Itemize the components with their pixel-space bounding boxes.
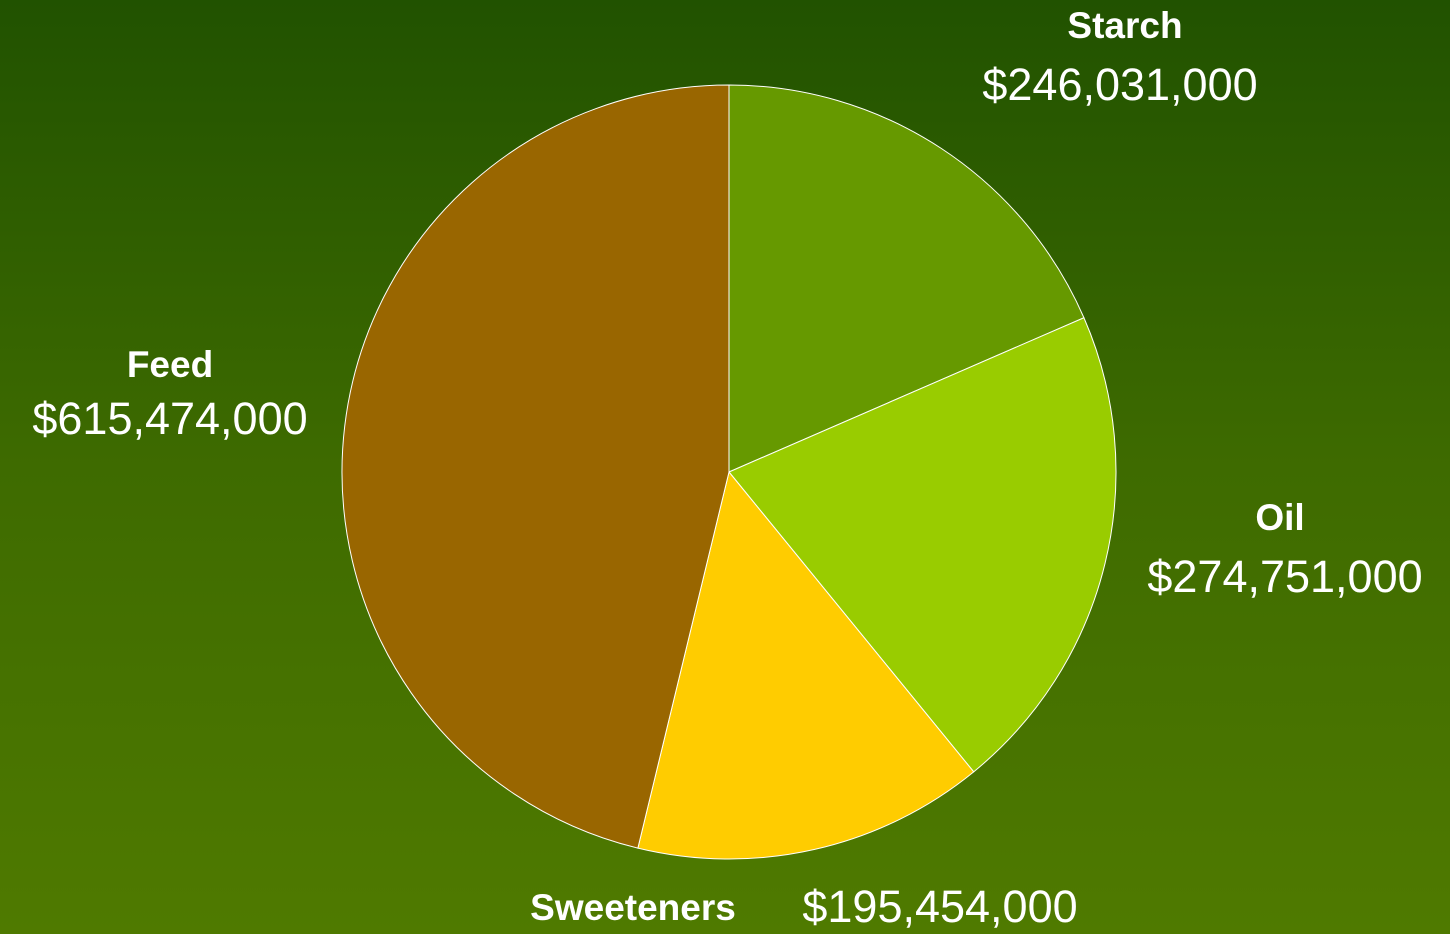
pie-slice [728, 317, 1117, 773]
pie-slice [637, 470, 975, 860]
slice-label: Starch [1067, 5, 1182, 46]
slice-label: Feed [127, 344, 213, 385]
slice-value-label: $274,751,000 [1147, 551, 1422, 602]
slice-value-label: $195,454,000 [802, 881, 1077, 932]
slice-value-label: $615,474,000 [32, 393, 307, 444]
slice-value-label: $246,031,000 [982, 59, 1257, 110]
pie-slice [728, 84, 1085, 473]
slice-label: Sweeteners [530, 887, 736, 928]
slice-label: Oil [1255, 497, 1304, 538]
pie-slice [341, 84, 730, 849]
